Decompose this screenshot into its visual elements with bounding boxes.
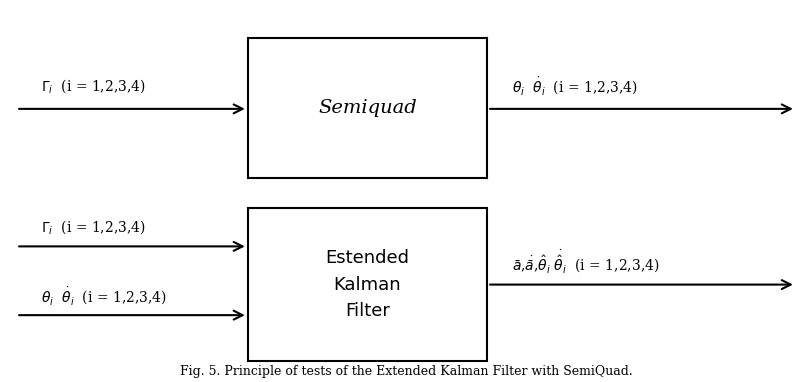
Text: Semiquad: Semiquad	[318, 99, 416, 117]
FancyBboxPatch shape	[247, 208, 487, 361]
Text: $\Gamma_i$  (i = 1,2,3,4): $\Gamma_i$ (i = 1,2,3,4)	[41, 219, 145, 236]
Text: $\bar{a}$,$\dot{\bar{a}}$,$\hat{\theta}_i$ $\dot{\hat{\theta}}_i$  (i = 1,2,3,4): $\bar{a}$,$\dot{\bar{a}}$,$\hat{\theta}_…	[511, 248, 659, 275]
Text: Fig. 5. Principle of tests of the Extended Kalman Filter with SemiQuad.: Fig. 5. Principle of tests of the Extend…	[179, 365, 632, 378]
Text: Estended
Kalman
Filter: Estended Kalman Filter	[325, 249, 409, 320]
Text: $\theta_i$  $\dot{\theta}_i$  (i = 1,2,3,4): $\theta_i$ $\dot{\theta}_i$ (i = 1,2,3,4…	[511, 75, 637, 97]
Text: $\theta_i$  $\dot{\theta}_i$  (i = 1,2,3,4): $\theta_i$ $\dot{\theta}_i$ (i = 1,2,3,4…	[41, 285, 166, 307]
FancyBboxPatch shape	[247, 38, 487, 178]
Text: $\Gamma_i$  (i = 1,2,3,4): $\Gamma_i$ (i = 1,2,3,4)	[41, 77, 145, 95]
